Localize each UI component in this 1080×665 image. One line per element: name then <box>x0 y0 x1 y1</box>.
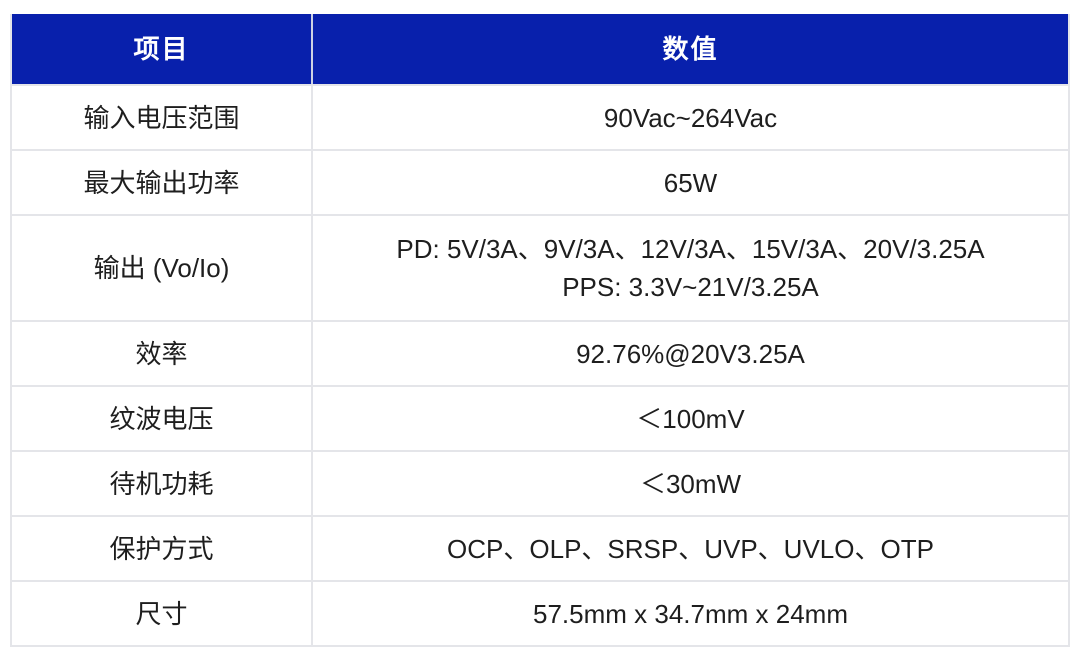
row-value: 57.5mm x 34.7mm x 24mm <box>533 598 848 629</box>
row-item-label: 纹波电压 <box>12 387 313 450</box>
row-value: ＜100mV <box>636 403 745 434</box>
row-item-label: 保护方式 <box>12 517 313 580</box>
column-header-item: 项目 <box>12 14 313 84</box>
row-value: 90Vac~264Vac <box>603 102 778 133</box>
table-row-ripple-voltage: 纹波电压 ＜100mV <box>12 385 1068 450</box>
row-item-label: 尺寸 <box>12 582 313 645</box>
table-row-protection: 保护方式 OCP、OLP、SRSP、UVP、UVLO、OTP <box>12 515 1068 580</box>
row-item-label: 输出 (Vo/Io) <box>12 216 313 320</box>
row-value: PD: 5V/3A、9V/3A、12V/3A、15V/3A、20V/3.25A … <box>396 234 985 302</box>
table-header-row: 项目 数值 <box>12 14 1068 84</box>
table-row-standby-power: 待机功耗 ＜30mW <box>12 450 1068 515</box>
table-row-max-output-power: 最大输出功率 65W <box>12 149 1068 214</box>
row-item-label: 待机功耗 <box>12 452 313 515</box>
row-item-label: 输入电压范围 <box>12 86 313 149</box>
row-value: 92.76%@20V3.25A <box>576 338 805 369</box>
row-item-label: 效率 <box>12 322 313 385</box>
row-value: ＜30mW <box>639 468 742 499</box>
spec-table: 项目 数值 输入电压范围 90Vac~264Vac 最大输出功率 65W 输出 … <box>10 14 1070 647</box>
row-value: OCP、OLP、SRSP、UVP、UVLO、OTP <box>447 533 934 564</box>
row-item-label: 最大输出功率 <box>12 151 313 214</box>
row-value: 65W <box>663 167 718 198</box>
table-row-efficiency: 效率 92.76%@20V3.25A <box>12 320 1068 385</box>
table-row-input-voltage-range: 输入电压范围 90Vac~264Vac <box>12 84 1068 149</box>
table-row-output-vo-io: 输出 (Vo/Io) PD: 5V/3A、9V/3A、12V/3A、15V/3A… <box>12 214 1068 320</box>
table-row-dimensions: 尺寸 57.5mm x 34.7mm x 24mm <box>12 580 1068 645</box>
column-header-value: 数值 <box>662 34 719 64</box>
